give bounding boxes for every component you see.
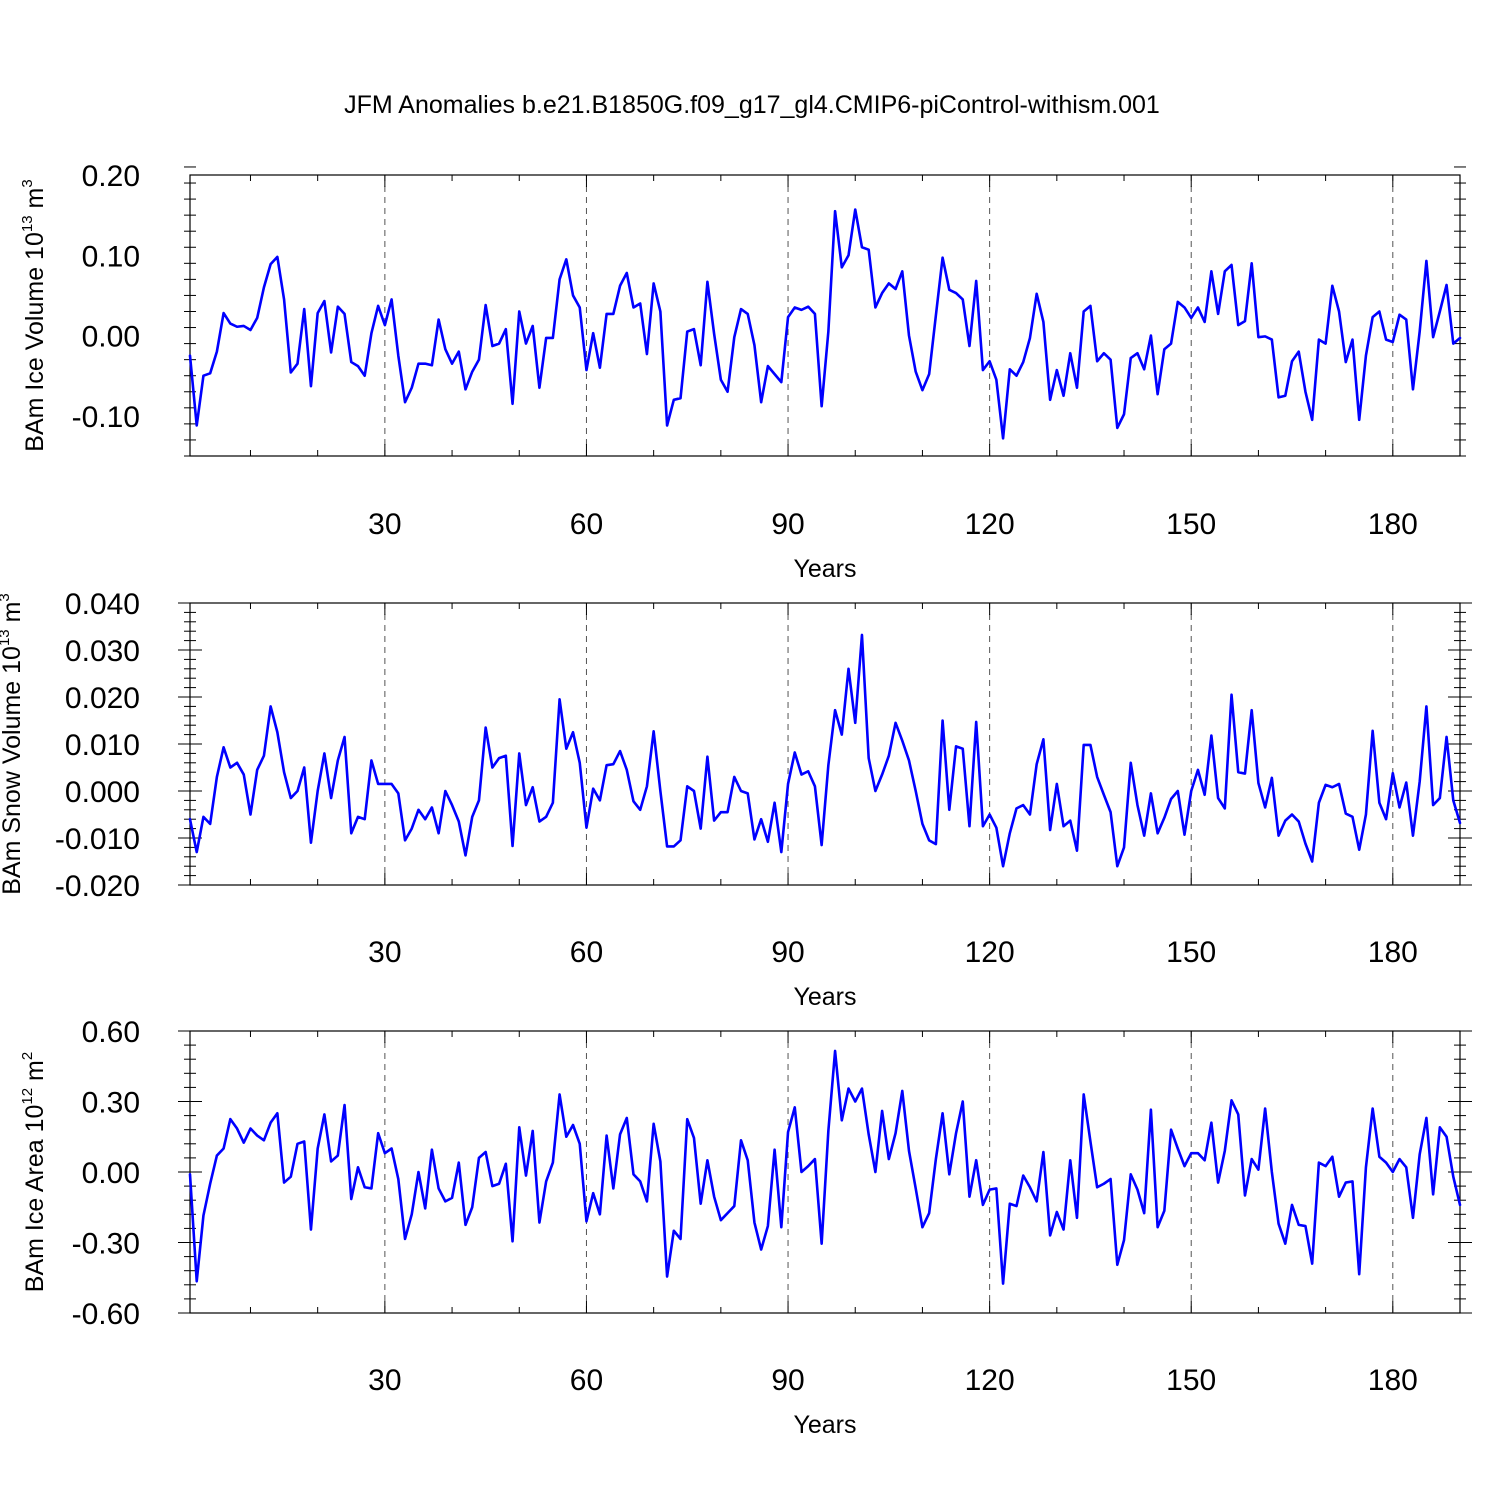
- y-tick-label: 0.020: [65, 682, 140, 715]
- y-axis-label-text: BAm Ice Volume 10: [21, 232, 49, 452]
- y-axis-label-unit-exponent: 3: [19, 179, 36, 187]
- x-tick-label: 60: [570, 1364, 603, 1397]
- x-tick-label: 60: [570, 936, 603, 969]
- y-tick-label: 0.20: [82, 160, 140, 193]
- y-tick-label: -0.10: [72, 401, 140, 434]
- x-tick-label: 90: [771, 936, 804, 969]
- y-axis-label: BAm Ice Area 1012 m2: [19, 1052, 49, 1292]
- y-tick-label: -0.60: [72, 1298, 140, 1331]
- plot-frame: [189, 174, 1461, 457]
- x-tick-label: 180: [1368, 1364, 1418, 1397]
- y-axis-label: BAm Snow Volume 1013 m3: [0, 593, 26, 895]
- y-tick-label: 0.10: [82, 240, 140, 273]
- x-tick-label: 30: [368, 936, 401, 969]
- y-tick-label: 0.000: [65, 776, 140, 809]
- x-tick-label: 180: [1368, 508, 1418, 541]
- x-tick-label: 120: [965, 936, 1015, 969]
- y-axis-label-text: BAm Snow Volume 10: [0, 646, 26, 895]
- y-tick-label: 0.00: [82, 1157, 140, 1190]
- y-tick-label: 0.040: [65, 588, 140, 621]
- y-tick-label: 0.030: [65, 635, 140, 668]
- x-tick-label: 60: [570, 508, 603, 541]
- y-axis-label-exponent: 13: [0, 629, 13, 646]
- y-axis-label-text: BAm Ice Area 10: [21, 1105, 49, 1293]
- y-tick-label: 0.010: [65, 729, 140, 762]
- y-axis-label-unit: m: [21, 1060, 49, 1088]
- x-tick-label: 30: [368, 508, 401, 541]
- panel-2: -0.020 -0.010 0.000 0.010 0.020 0.030 0.040 30 6…: [0, 588, 1472, 1011]
- y-tick-label: -0.30: [72, 1228, 140, 1261]
- y-tick-label: -0.020: [55, 870, 140, 903]
- figure-title: JFM Anomalies b.e21.B1850G.f09_g17_gl4.C…: [344, 91, 1160, 119]
- y-tick-label: -0.010: [55, 823, 140, 856]
- y-axis-label-unit-exponent: 2: [19, 1052, 36, 1060]
- x-axis-label: Years: [793, 983, 856, 1011]
- series-line: [188, 1049, 1462, 1285]
- x-tick-label: 150: [1166, 1364, 1216, 1397]
- y-tick-label: 0.60: [82, 1016, 140, 1049]
- panel-3: -0.60 -0.30 0.00 0.30 0.60 30 60 90 120 150 180 Yea…: [19, 1016, 1472, 1439]
- x-tick-label: 150: [1166, 936, 1216, 969]
- y-axis-label-unit: m: [21, 188, 49, 216]
- panels-group: -0.10 0.00 0.10 0.20 30 60 90 120 150 180 Years BAm…: [0, 160, 1472, 1439]
- y-axis-label-unit-exponent: 3: [0, 593, 13, 601]
- y-axis-label: BAm Ice Volume 1013 m3: [19, 179, 49, 451]
- x-tick-label: 90: [771, 1364, 804, 1397]
- x-tick-label: 180: [1368, 936, 1418, 969]
- x-tick-label: 120: [965, 508, 1015, 541]
- series-line: [188, 208, 1462, 440]
- y-axis-label-unit: m: [0, 602, 26, 630]
- x-tick-label: 90: [771, 508, 804, 541]
- y-axis-label-exponent: 13: [19, 215, 36, 232]
- x-axis-label: Years: [793, 555, 856, 583]
- y-tick-label: 0.00: [82, 321, 140, 354]
- plot-frame: [189, 602, 1461, 886]
- x-tick-label: 150: [1166, 508, 1216, 541]
- x-tick-label: 120: [965, 1364, 1015, 1397]
- panel-1: -0.10 0.00 0.10 0.20 30 60 90 120 150 180 Years BAm…: [19, 160, 1466, 583]
- x-tick-label: 30: [368, 1364, 401, 1397]
- y-tick-label: 0.30: [82, 1087, 140, 1120]
- series-line: [188, 633, 1462, 868]
- y-axis-label-exponent: 12: [19, 1088, 36, 1105]
- x-axis-label: Years: [793, 1411, 856, 1439]
